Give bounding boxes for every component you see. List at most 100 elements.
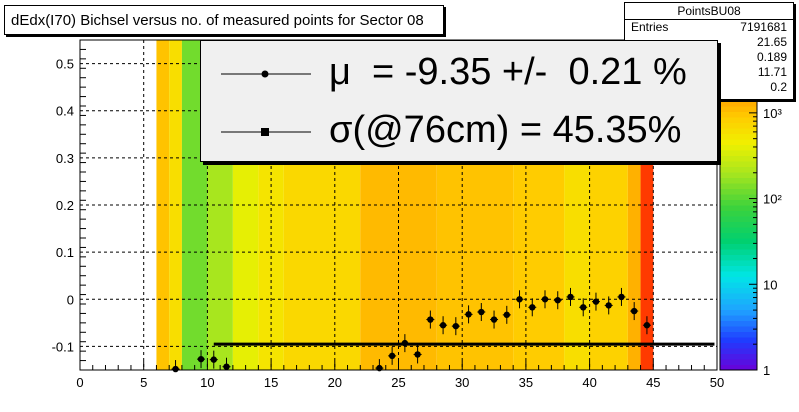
palette-cell [720, 342, 757, 349]
palette-cell [720, 166, 757, 173]
x-tick-label: 0 [76, 375, 83, 390]
palette-cell [720, 315, 757, 321]
mean-point [643, 322, 651, 329]
mean-points-layer [171, 287, 651, 373]
stats-value: 11.71 [757, 65, 787, 79]
stats-value: 0.2 [770, 80, 787, 94]
legend: μ = -9.35 +/- 0.21 % σ(@76cm) = 45.35% [200, 40, 718, 162]
y-tick-label: 0.2 [56, 198, 74, 213]
y-tick-label: 0.5 [56, 57, 74, 72]
palette-cell [720, 155, 757, 162]
palette-cell [720, 249, 757, 255]
stats-name: PointsBU08 [625, 3, 793, 20]
palette-cell [720, 364, 757, 371]
legend-label: μ = -9.35 +/- 0.21 % [329, 51, 687, 93]
stats-row: 0.2 [625, 80, 793, 95]
palette-cell [720, 122, 757, 129]
palette-cell [720, 210, 757, 217]
palette-cell [720, 348, 757, 354]
palette-cell [720, 100, 757, 107]
palette-cell [720, 326, 757, 332]
mean-point [210, 356, 217, 363]
palette-cell [720, 276, 757, 283]
stats-value: 7191681 [740, 20, 787, 34]
palette-cell [720, 359, 757, 365]
palette-cell [720, 172, 757, 178]
x-tick-label: 50 [710, 375, 724, 390]
mean-point [529, 304, 536, 311]
palette-cell [720, 238, 757, 244]
palette-cell [720, 227, 757, 233]
x-tick-label: 45 [646, 375, 660, 390]
palette-cell [720, 331, 757, 338]
x-tick-label: 25 [391, 375, 405, 390]
mean-point [427, 316, 434, 323]
palette-cell [720, 177, 757, 184]
mean-point [618, 293, 625, 301]
palette-label: 10 [763, 277, 777, 292]
palette-cell [720, 133, 757, 140]
palette-cell [720, 282, 757, 288]
x-tick-label: 35 [519, 375, 533, 390]
mean-point [605, 302, 612, 309]
x-tick-label: 30 [455, 375, 469, 390]
mean-point [197, 355, 205, 363]
palette-cell [720, 205, 757, 211]
mean-point [567, 293, 574, 301]
mean-point [490, 316, 498, 323]
stats-row: 11.71 [625, 65, 793, 80]
y-tick-label: 0.1 [56, 245, 74, 260]
mean-point [172, 365, 179, 373]
mean-point [388, 352, 396, 360]
palette-cell [720, 293, 757, 299]
palette-cell [720, 183, 757, 189]
palette-cell [720, 260, 757, 266]
palette-cell [720, 298, 757, 305]
palette-cell [720, 139, 757, 145]
palette-cell [720, 271, 757, 277]
stats-row: Entries 7191681 [625, 20, 793, 35]
stats-value: 21.65 [756, 35, 787, 49]
palette-cell [720, 199, 757, 206]
palette-cell [720, 309, 757, 316]
mean-point [414, 351, 421, 358]
palette-cell [720, 287, 757, 294]
palette-cell [720, 243, 757, 250]
y-tick-label: 0.4 [56, 104, 74, 119]
chart-title: dEdx(I70) Bichsel versus no. of measured… [4, 5, 444, 35]
mean-point [503, 311, 510, 319]
palette-cell [720, 144, 757, 151]
palette-cell [720, 304, 757, 310]
stats-row: 0.189 [625, 50, 793, 65]
palette-cell [720, 353, 757, 360]
palette-cell [720, 117, 757, 123]
stats-value: 0.189 [756, 50, 787, 64]
mean-point [465, 311, 472, 318]
palette-cell [720, 106, 757, 112]
palette-label: 10³ [763, 106, 782, 121]
palette-cell [720, 216, 757, 222]
legend-entry-mean: μ = -9.35 +/- 0.21 % [201, 45, 717, 103]
palette-cell [720, 265, 757, 272]
mean-point [439, 322, 447, 329]
y-tick-label: 0 [67, 292, 74, 307]
mean-point [554, 297, 561, 304]
square-marker-icon [221, 128, 311, 136]
x-tick-label: 10 [200, 375, 214, 390]
x-tick-label: 40 [582, 375, 596, 390]
legend-label: σ(@76cm) = 45.35% [329, 109, 682, 151]
stats-label: Entries [631, 20, 669, 34]
x-tick-label: 5 [140, 375, 147, 390]
heatmap-cell [169, 40, 182, 370]
palette-cell [720, 337, 757, 343]
mean-point [376, 364, 383, 372]
heatmap-cell [156, 40, 170, 370]
mean-point [478, 308, 485, 316]
mean-point [630, 307, 638, 315]
palette-cell [720, 128, 757, 134]
palette-cell [720, 194, 757, 200]
palette-label: 10² [763, 192, 782, 207]
y-tick-label: -0.1 [52, 339, 74, 354]
palette-cell [720, 188, 757, 195]
mean-point [452, 322, 460, 330]
